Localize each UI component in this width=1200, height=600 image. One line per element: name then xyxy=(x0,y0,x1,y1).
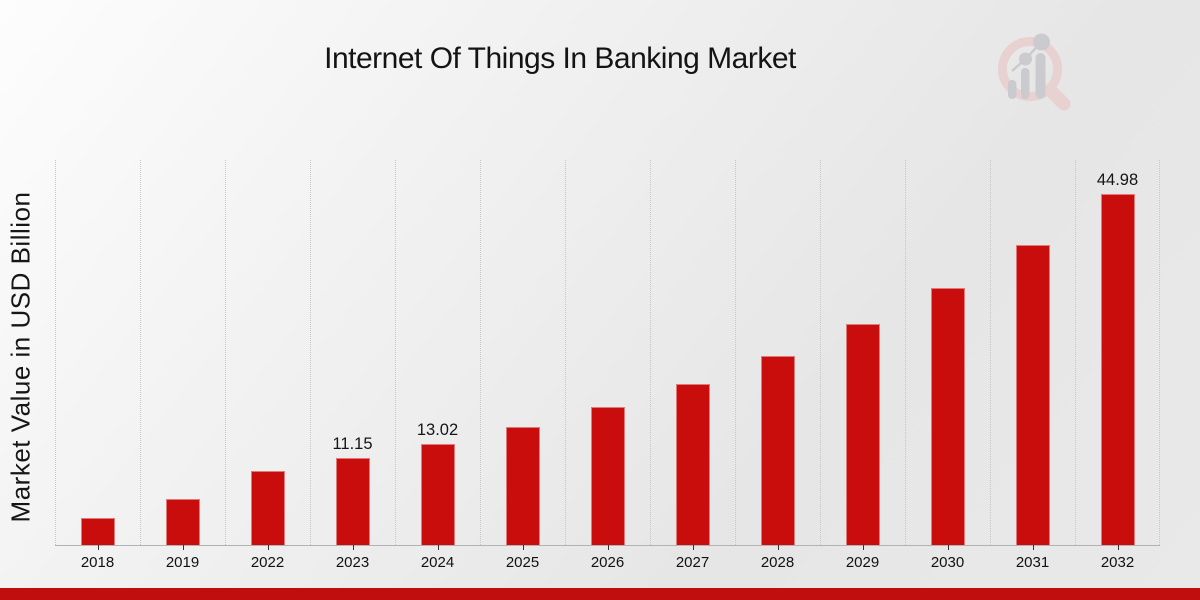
gridline xyxy=(735,160,736,545)
x-axis-tick xyxy=(267,545,269,550)
x-axis-label-2022: 2022 xyxy=(250,554,285,571)
gridline xyxy=(310,160,311,545)
x-axis-tick xyxy=(862,545,864,550)
bar-2018 xyxy=(80,517,115,545)
x-axis-tick xyxy=(607,545,609,550)
gridline xyxy=(820,160,821,545)
x-axis-tick xyxy=(182,545,184,550)
plot-area: 11.15 13.02 44.98 2018 2019 2022 2023 2024 2025… xyxy=(55,160,1160,571)
x-axis-label-2019: 2019 xyxy=(165,554,200,571)
x-axis-tick xyxy=(437,545,439,550)
bar-2023 xyxy=(335,458,370,545)
x-axis-label-2018: 2018 xyxy=(80,554,115,571)
brand-logo xyxy=(983,22,1085,116)
x-axis-tick xyxy=(947,545,949,550)
x-axis-label-2028: 2028 xyxy=(760,554,795,571)
gridline xyxy=(565,160,566,545)
bar-2025 xyxy=(505,426,540,545)
bar-2019 xyxy=(165,499,200,545)
bottom-brand-strip xyxy=(0,588,1200,600)
gridline xyxy=(650,160,651,545)
gridline xyxy=(140,160,141,545)
x-axis-label-2026: 2026 xyxy=(590,554,625,571)
x-axis-tick xyxy=(1117,545,1119,550)
bar-value-label-2032: 44.98 xyxy=(1096,171,1139,190)
magnifier-chart-icon xyxy=(998,33,1071,111)
gridline xyxy=(480,160,481,545)
bar-2029 xyxy=(845,324,880,545)
gridline xyxy=(395,160,396,545)
bar-2032 xyxy=(1100,194,1135,545)
x-axis-tick xyxy=(777,545,779,550)
gridline xyxy=(225,160,226,545)
bar-2024 xyxy=(420,443,455,545)
bar-2022 xyxy=(250,470,285,545)
gridline xyxy=(1075,160,1076,545)
x-axis-label-2032: 2032 xyxy=(1100,554,1135,571)
gridline xyxy=(990,160,991,545)
bar-value-label-2023: 11.15 xyxy=(332,435,373,454)
x-axis-label-2025: 2025 xyxy=(505,554,540,571)
bar-2030 xyxy=(930,287,965,545)
gridline xyxy=(905,160,906,545)
x-axis-label-2024: 2024 xyxy=(420,554,455,571)
gridline xyxy=(55,160,56,545)
chart-title: Internet Of Things In Banking Market xyxy=(324,42,796,75)
bar-2026 xyxy=(590,406,625,545)
x-axis-tick xyxy=(97,545,99,550)
x-axis-label-2029: 2029 xyxy=(845,554,880,571)
bar-value-label-2024: 13.02 xyxy=(416,420,459,439)
x-axis-label-2031: 2031 xyxy=(1015,554,1050,571)
bar-2031 xyxy=(1015,244,1050,545)
x-axis-tick xyxy=(522,545,524,550)
x-axis-tick xyxy=(1032,545,1034,550)
x-axis-tick xyxy=(692,545,694,550)
gridline xyxy=(1159,160,1160,545)
y-axis-label: Market Value in USD Billion xyxy=(5,191,36,523)
x-axis-tick xyxy=(352,545,354,550)
bar-2027 xyxy=(675,383,710,545)
x-axis-label-2023: 2023 xyxy=(335,554,370,571)
x-axis-label-2030: 2030 xyxy=(930,554,965,571)
x-axis-label-2027: 2027 xyxy=(675,554,710,571)
bar-2028 xyxy=(760,356,795,545)
